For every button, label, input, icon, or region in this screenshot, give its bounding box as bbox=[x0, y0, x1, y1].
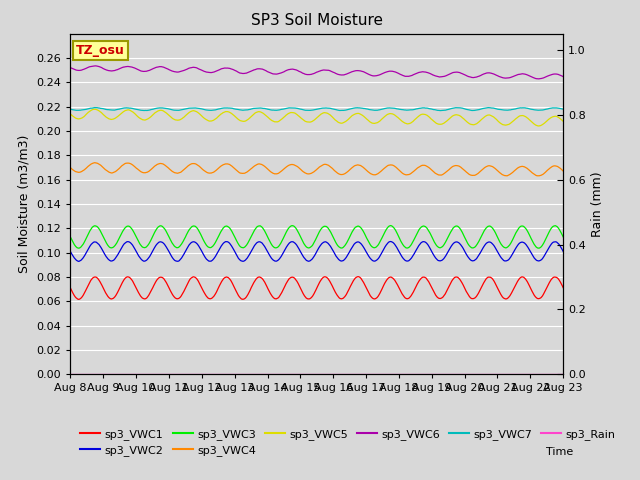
sp3_VWC2 bbox=[286, 240, 294, 245]
sp3_VWC4 bbox=[286, 162, 294, 168]
sp3_VWC4 bbox=[91, 160, 99, 166]
sp3_VWC4 bbox=[67, 165, 74, 170]
Line: sp3_VWC7: sp3_VWC7 bbox=[70, 108, 563, 110]
sp3_VWC6 bbox=[67, 65, 74, 71]
sp3_VWC3 bbox=[286, 224, 294, 230]
sp3_VWC7 bbox=[348, 106, 355, 112]
Title: SP3 Soil Moisture: SP3 Soil Moisture bbox=[251, 13, 383, 28]
sp3_Rain bbox=[105, 372, 113, 377]
sp3_VWC5 bbox=[348, 114, 355, 120]
sp3_Rain bbox=[347, 372, 355, 377]
sp3_VWC4 bbox=[534, 173, 542, 179]
Y-axis label: Rain (mm): Rain (mm) bbox=[591, 171, 604, 237]
sp3_VWC2 bbox=[295, 246, 303, 252]
sp3_VWC5 bbox=[105, 116, 113, 121]
sp3_VWC5 bbox=[125, 107, 132, 113]
sp3_VWC7 bbox=[559, 106, 567, 112]
sp3_Rain bbox=[559, 372, 567, 377]
sp3_VWC1 bbox=[286, 275, 294, 281]
sp3_VWC4 bbox=[559, 168, 567, 174]
sp3_VWC3 bbox=[67, 234, 74, 240]
sp3_VWC3 bbox=[534, 245, 542, 251]
sp3_Rain bbox=[125, 372, 132, 377]
sp3_VWC2 bbox=[75, 259, 83, 264]
Text: Time: Time bbox=[545, 447, 573, 457]
sp3_VWC5 bbox=[276, 118, 284, 123]
sp3_VWC3 bbox=[105, 243, 113, 249]
sp3_VWC7 bbox=[276, 107, 284, 113]
sp3_VWC2 bbox=[105, 257, 113, 263]
sp3_VWC7 bbox=[91, 105, 99, 110]
sp3_VWC5 bbox=[535, 123, 543, 129]
sp3_VWC7 bbox=[437, 108, 445, 113]
sp3_VWC1 bbox=[559, 285, 567, 290]
sp3_VWC1 bbox=[354, 274, 362, 279]
sp3_VWC5 bbox=[67, 111, 74, 117]
sp3_VWC7 bbox=[105, 107, 113, 112]
sp3_VWC6 bbox=[125, 64, 132, 70]
sp3_VWC2 bbox=[276, 255, 284, 261]
sp3_VWC6 bbox=[286, 67, 294, 72]
Line: sp3_VWC4: sp3_VWC4 bbox=[70, 163, 563, 176]
sp3_VWC6 bbox=[348, 69, 355, 75]
Text: TZ_osu: TZ_osu bbox=[76, 44, 125, 57]
Y-axis label: Soil Moisture (m3/m3): Soil Moisture (m3/m3) bbox=[18, 135, 31, 273]
sp3_VWC2 bbox=[348, 246, 355, 252]
sp3_VWC3 bbox=[347, 232, 355, 238]
sp3_VWC3 bbox=[387, 223, 394, 228]
sp3_VWC1 bbox=[295, 282, 303, 288]
sp3_VWC7 bbox=[67, 106, 74, 112]
sp3_VWC5 bbox=[295, 113, 303, 119]
sp3_VWC1 bbox=[105, 295, 113, 300]
sp3_VWC1 bbox=[67, 285, 74, 291]
sp3_VWC5 bbox=[90, 107, 98, 112]
sp3_VWC5 bbox=[559, 119, 567, 124]
sp3_VWC1 bbox=[75, 297, 83, 302]
sp3_VWC6 bbox=[105, 68, 113, 73]
sp3_VWC1 bbox=[348, 282, 355, 288]
sp3_VWC3 bbox=[559, 234, 567, 240]
sp3_VWC6 bbox=[92, 63, 100, 69]
sp3_VWC3 bbox=[125, 223, 132, 229]
sp3_VWC4 bbox=[295, 165, 303, 171]
Legend: sp3_VWC1, sp3_VWC2, sp3_VWC3, sp3_VWC4, sp3_VWC5, sp3_VWC6, sp3_VWC7, sp3_Rain: sp3_VWC1, sp3_VWC2, sp3_VWC3, sp3_VWC4, … bbox=[76, 424, 620, 460]
Line: sp3_VWC5: sp3_VWC5 bbox=[70, 109, 563, 126]
sp3_VWC4 bbox=[276, 169, 284, 175]
sp3_VWC7 bbox=[125, 105, 132, 111]
sp3_VWC6 bbox=[295, 68, 303, 74]
sp3_VWC4 bbox=[125, 160, 132, 166]
Line: sp3_VWC6: sp3_VWC6 bbox=[70, 66, 563, 79]
sp3_VWC2 bbox=[125, 239, 132, 245]
sp3_VWC2 bbox=[67, 249, 74, 254]
sp3_VWC1 bbox=[276, 293, 284, 299]
Line: sp3_VWC1: sp3_VWC1 bbox=[70, 276, 563, 300]
sp3_Rain bbox=[294, 372, 302, 377]
sp3_VWC6 bbox=[559, 74, 567, 80]
sp3_VWC6 bbox=[276, 71, 284, 76]
sp3_VWC7 bbox=[295, 106, 303, 112]
sp3_VWC1 bbox=[125, 274, 132, 280]
sp3_VWC3 bbox=[294, 230, 302, 236]
Line: sp3_VWC3: sp3_VWC3 bbox=[70, 226, 563, 248]
sp3_Rain bbox=[67, 372, 74, 377]
sp3_VWC6 bbox=[534, 76, 541, 82]
Line: sp3_VWC2: sp3_VWC2 bbox=[70, 241, 563, 262]
sp3_VWC2 bbox=[559, 249, 567, 254]
sp3_Rain bbox=[276, 372, 284, 377]
sp3_VWC2 bbox=[387, 239, 394, 244]
sp3_VWC4 bbox=[348, 166, 355, 171]
sp3_VWC5 bbox=[286, 110, 294, 116]
sp3_Rain bbox=[286, 372, 294, 377]
sp3_VWC3 bbox=[276, 242, 284, 248]
sp3_VWC4 bbox=[105, 169, 113, 175]
sp3_VWC7 bbox=[286, 105, 294, 111]
